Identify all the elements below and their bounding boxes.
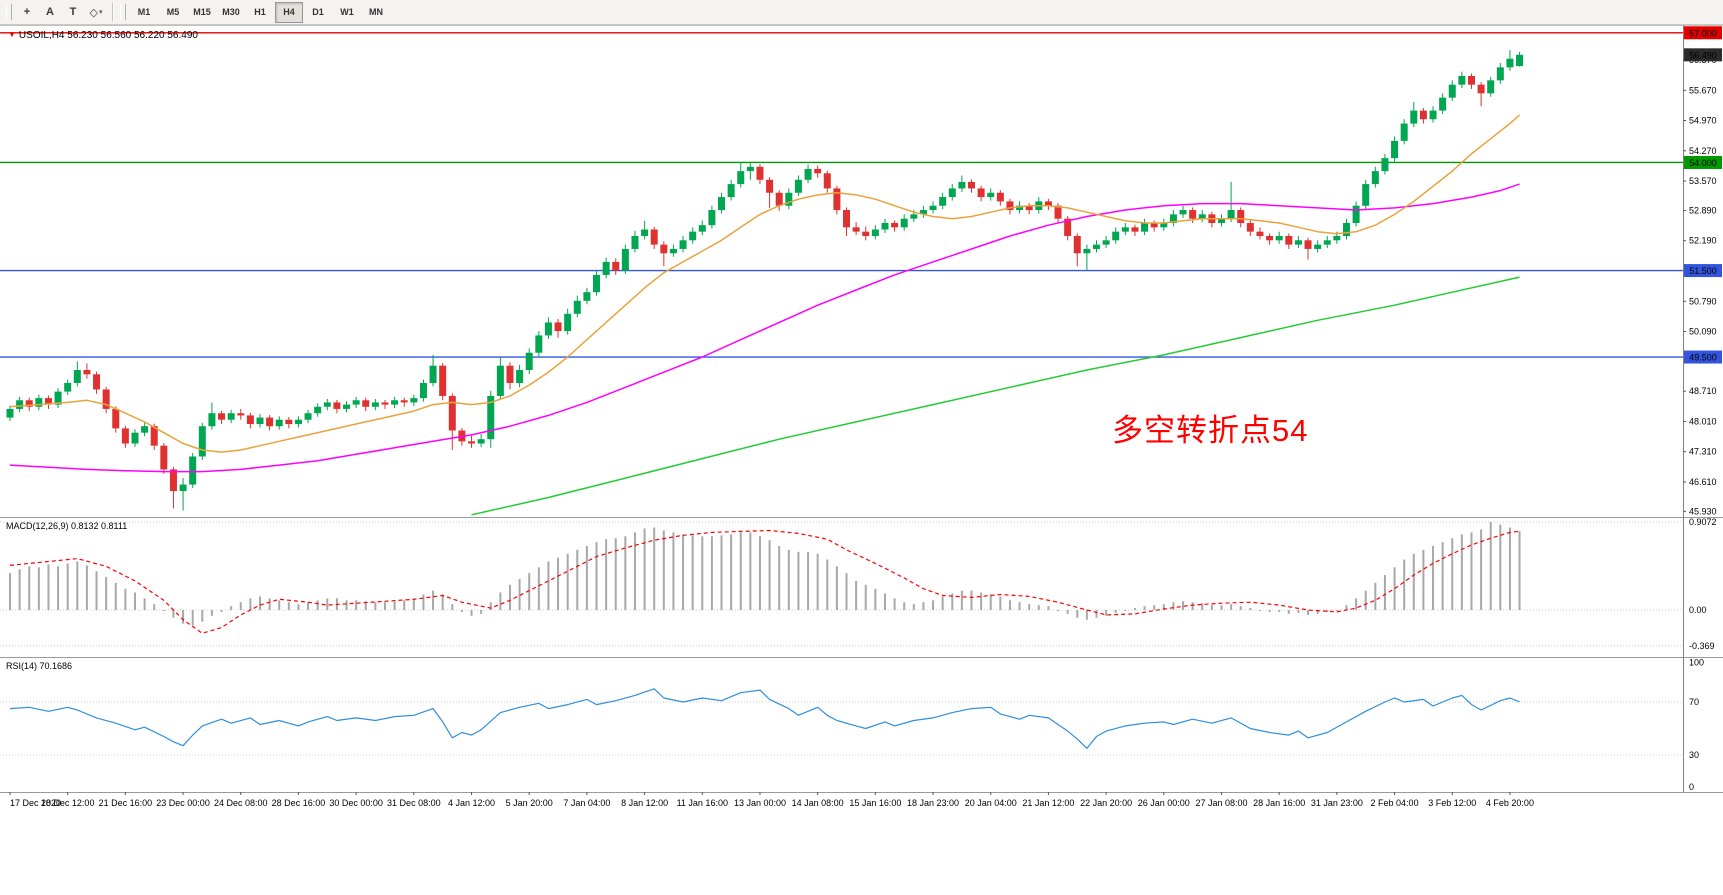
level-price-badge: [1684, 155, 1722, 169]
toolbar-grip-2[interactable]: [120, 4, 126, 20]
svg-text:21 Jan 12:00: 21 Jan 12:00: [1022, 798, 1074, 808]
svg-text:22 Jan 20:00: 22 Jan 20:00: [1080, 798, 1132, 808]
time-axis: [9, 792, 1511, 795]
svg-text:11 Jan 16:00: 11 Jan 16:00: [677, 798, 728, 808]
tick-down-icon: ▼: [8, 30, 16, 39]
svg-text:18 Jan 23:00: 18 Jan 23:00: [907, 798, 959, 808]
chart-annotation-text: 多空转折点54: [1112, 413, 1309, 448]
svg-text:49.500: 49.500: [1689, 353, 1717, 363]
svg-text:14 Jan 08:00: 14 Jan 08:00: [792, 798, 844, 808]
svg-text:56.490: 56.490: [1689, 50, 1717, 60]
macd-indicator-label: MACD(12,26,9) 0.8132 0.8111: [6, 521, 128, 531]
text-tool[interactable]: A: [46, 6, 54, 18]
ma-mid-line: [9, 183, 1520, 473]
svg-text:46.610: 46.610: [1689, 477, 1717, 487]
svg-text:55.670: 55.670: [1689, 85, 1717, 95]
timeframe-w1-button[interactable]: W1: [340, 7, 354, 17]
dropdown-caret-icon: ▾: [98, 9, 103, 16]
svg-text:4 Jan 12:00: 4 Jan 12:00: [448, 798, 495, 808]
svg-text:4 Feb 20:00: 4 Feb 20:00: [1486, 798, 1534, 808]
current-price-badge: [1684, 48, 1722, 62]
svg-text:30: 30: [1689, 750, 1699, 760]
svg-text:0: 0: [1689, 782, 1694, 792]
svg-text:50.090: 50.090: [1689, 327, 1717, 337]
svg-text:47.310: 47.310: [1689, 447, 1717, 457]
ma-slow-line: [471, 276, 1520, 516]
svg-text:28 Jan 16:00: 28 Jan 16:00: [1253, 798, 1305, 808]
svg-text:15 Jan 16:00: 15 Jan 16:00: [849, 798, 901, 808]
svg-text:70: 70: [1689, 697, 1699, 707]
timeframe-m30-button[interactable]: M30: [222, 7, 240, 17]
rsi-indicator-label: RSI(14) 70.1686: [6, 661, 73, 671]
chart-canvas[interactable]: 56.37055.67054.97054.27053.57052.89052.1…: [0, 25, 1723, 895]
svg-text:7 Jan 04:00: 7 Jan 04:00: [563, 798, 610, 808]
shapes-tool[interactable]: ◇ ▾: [89, 6, 103, 19]
timeframe-d1-button[interactable]: D1: [312, 7, 324, 17]
level-price-badge: [1684, 26, 1722, 40]
timeframe-h1-button[interactable]: H1: [254, 7, 266, 17]
timeframe-m1-button[interactable]: M1: [137, 7, 151, 17]
svg-text:50.790: 50.790: [1689, 296, 1717, 306]
svg-text:45.930: 45.930: [1689, 506, 1717, 516]
toolbar-grip[interactable]: [6, 4, 12, 20]
svg-text:53.570: 53.570: [1689, 176, 1717, 186]
svg-text:2 Feb 04:00: 2 Feb 04:00: [1371, 798, 1419, 808]
symbol-ohlc-text: USOIL,H4 56.230 56.560 56.220 56.490: [18, 30, 198, 41]
symbol-ohlc-header: ▼ USOIL,H4 56.230 56.560 56.220 56.490: [8, 30, 198, 41]
toolbar: + A T ◇ ▾ M1 M5 M15 M30 H1 H4 D1 W1 MN: [0, 0, 1723, 25]
level-price-badge: [1684, 350, 1722, 364]
svg-text:51.500: 51.500: [1689, 266, 1717, 276]
crosshair-tool[interactable]: +: [23, 6, 31, 18]
svg-text:31 Jan 23:00: 31 Jan 23:00: [1311, 798, 1363, 808]
svg-text:18 Dec 12:00: 18 Dec 12:00: [41, 798, 95, 808]
macd-histogram: [9, 522, 1521, 626]
svg-text:0.9072: 0.9072: [1689, 517, 1717, 527]
drawing-tools-group: + A T ◇ ▾: [16, 1, 107, 23]
svg-text:3 Feb 12:00: 3 Feb 12:00: [1428, 798, 1476, 808]
svg-text:48.710: 48.710: [1689, 386, 1717, 396]
timeframe-h4-button[interactable]: H4: [275, 1, 303, 23]
svg-text:21 Dec 16:00: 21 Dec 16:00: [99, 798, 153, 808]
svg-text:52.190: 52.190: [1689, 236, 1717, 246]
chart-area: 56.37055.67054.97054.27053.57052.89052.1…: [0, 25, 1723, 895]
svg-text:54.000: 54.000: [1689, 158, 1717, 168]
svg-text:-0.369: -0.369: [1689, 641, 1715, 651]
timeframe-m15-button[interactable]: M15: [193, 7, 211, 17]
ma-fast-line: [9, 114, 1521, 453]
svg-text:8 Jan 12:00: 8 Jan 12:00: [621, 798, 668, 808]
level-price-badge: [1684, 264, 1722, 278]
price-axis-ticks: [1683, 59, 1686, 512]
toolbar-separator: [112, 3, 113, 21]
svg-text:30 Dec 00:00: 30 Dec 00:00: [329, 798, 383, 808]
svg-text:5 Jan 20:00: 5 Jan 20:00: [506, 798, 553, 808]
text-label-tool[interactable]: T: [69, 6, 77, 18]
svg-text:52.890: 52.890: [1689, 205, 1717, 215]
svg-text:57.000: 57.000: [1689, 28, 1717, 38]
timeframe-m5-button[interactable]: M5: [166, 7, 180, 17]
rsi-line: [9, 688, 1520, 750]
svg-text:17 Dec 2020: 17 Dec 2020: [10, 798, 61, 808]
svg-text:24 Dec 08:00: 24 Dec 08:00: [214, 798, 268, 808]
svg-text:28 Dec 16:00: 28 Dec 16:00: [272, 798, 326, 808]
svg-text:26 Jan 00:00: 26 Jan 00:00: [1138, 798, 1190, 808]
svg-text:31 Dec 08:00: 31 Dec 08:00: [387, 798, 441, 808]
svg-text:54.270: 54.270: [1689, 146, 1717, 156]
timeframe-mn-button[interactable]: MN: [369, 7, 383, 17]
svg-text:20 Jan 04:00: 20 Jan 04:00: [965, 798, 1017, 808]
svg-text:54.970: 54.970: [1689, 116, 1717, 126]
svg-text:27 Jan 08:00: 27 Jan 08:00: [1195, 798, 1247, 808]
timeframe-buttons-group: M1 M5 M15 M30 H1 H4 D1 W1 MN: [130, 1, 390, 23]
svg-text:48.010: 48.010: [1689, 416, 1717, 426]
svg-text:23 Dec 00:00: 23 Dec 00:00: [156, 798, 210, 808]
svg-text:0.00: 0.00: [1689, 605, 1707, 615]
macd-signal-line: [9, 529, 1520, 634]
svg-text:100: 100: [1689, 657, 1704, 667]
svg-text:13 Jan 00:00: 13 Jan 00:00: [734, 798, 786, 808]
